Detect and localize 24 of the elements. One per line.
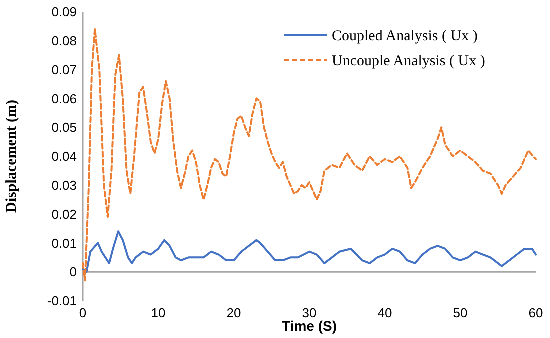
y-tick-label: 0.03 bbox=[52, 178, 77, 193]
line-series bbox=[82, 230, 537, 274]
y-tick-label: 0 bbox=[70, 264, 77, 280]
y-tick-label: 0.04 bbox=[52, 149, 77, 164]
y-tick-label: 0.09 bbox=[52, 4, 77, 20]
y-tick-label: 0.02 bbox=[52, 206, 77, 222]
y-tick-label: 0.05 bbox=[52, 120, 77, 136]
x-tick-label: 40 bbox=[378, 306, 392, 321]
y-axis-title: Displacement (m) bbox=[4, 100, 20, 213]
y-tick-label: 0.06 bbox=[52, 91, 77, 106]
x-tick-label: 20 bbox=[226, 306, 242, 321]
y-tick-label: -0.01 bbox=[47, 294, 77, 309]
line-series bbox=[82, 28, 537, 282]
x-tick-label: 10 bbox=[151, 306, 166, 321]
x-tick-label: 50 bbox=[453, 306, 468, 321]
x-tick-label: 60 bbox=[528, 306, 544, 321]
y-tick-label: 0.01 bbox=[52, 236, 77, 251]
x-tick-label: 0 bbox=[79, 306, 87, 321]
x-tick-label: 30 bbox=[302, 306, 317, 321]
legend-label: Coupled Analysis ( Ux ) bbox=[332, 28, 478, 44]
x-axis-title: Time (S) bbox=[282, 318, 337, 334]
legend-label: Uncouple Analysis ( Ux ) bbox=[332, 53, 486, 70]
y-tick-label: 0.07 bbox=[52, 62, 77, 78]
y-tick-label: 0.08 bbox=[52, 33, 77, 48]
